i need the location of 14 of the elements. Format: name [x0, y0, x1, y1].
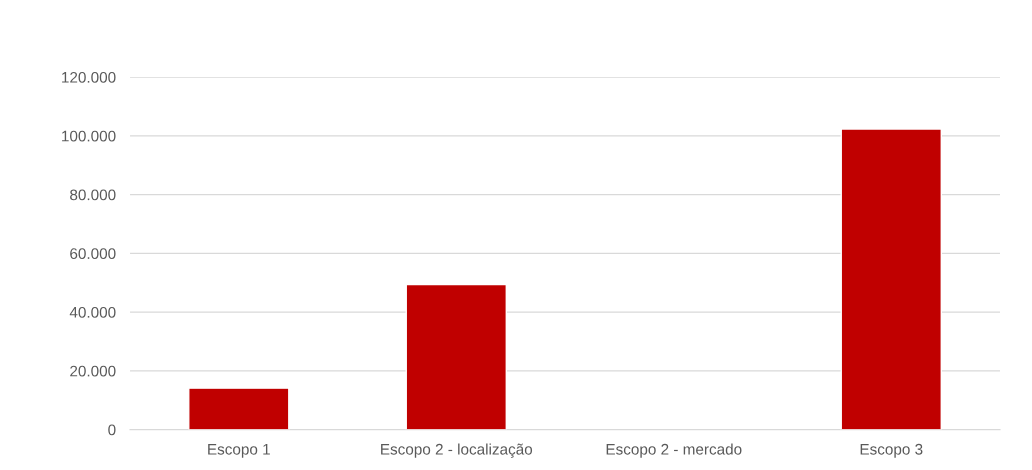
- y-tick-label: 120.000: [62, 71, 116, 83]
- x-tick-label: Escopo 3: [860, 443, 923, 458]
- x-tick-label: Escopo 1: [208, 444, 270, 458]
- y-tick-label: 80.000: [70, 189, 116, 201]
- y-tick-label: 0: [108, 424, 116, 436]
- x-tick-label: Escopo 2 - localização: [381, 443, 533, 458]
- bar: [405, 283, 507, 430]
- y-tick-label: 40.000: [69, 306, 116, 318]
- y-tick-label: 100.000: [62, 130, 116, 142]
- bar: [188, 387, 290, 430]
- x-tick-label: Escopo 2 - mercado: [606, 443, 742, 458]
- y-tick-label: 20.000: [70, 365, 116, 377]
- bar: [840, 128, 942, 430]
- y-tick-label: 60.000: [70, 248, 116, 260]
